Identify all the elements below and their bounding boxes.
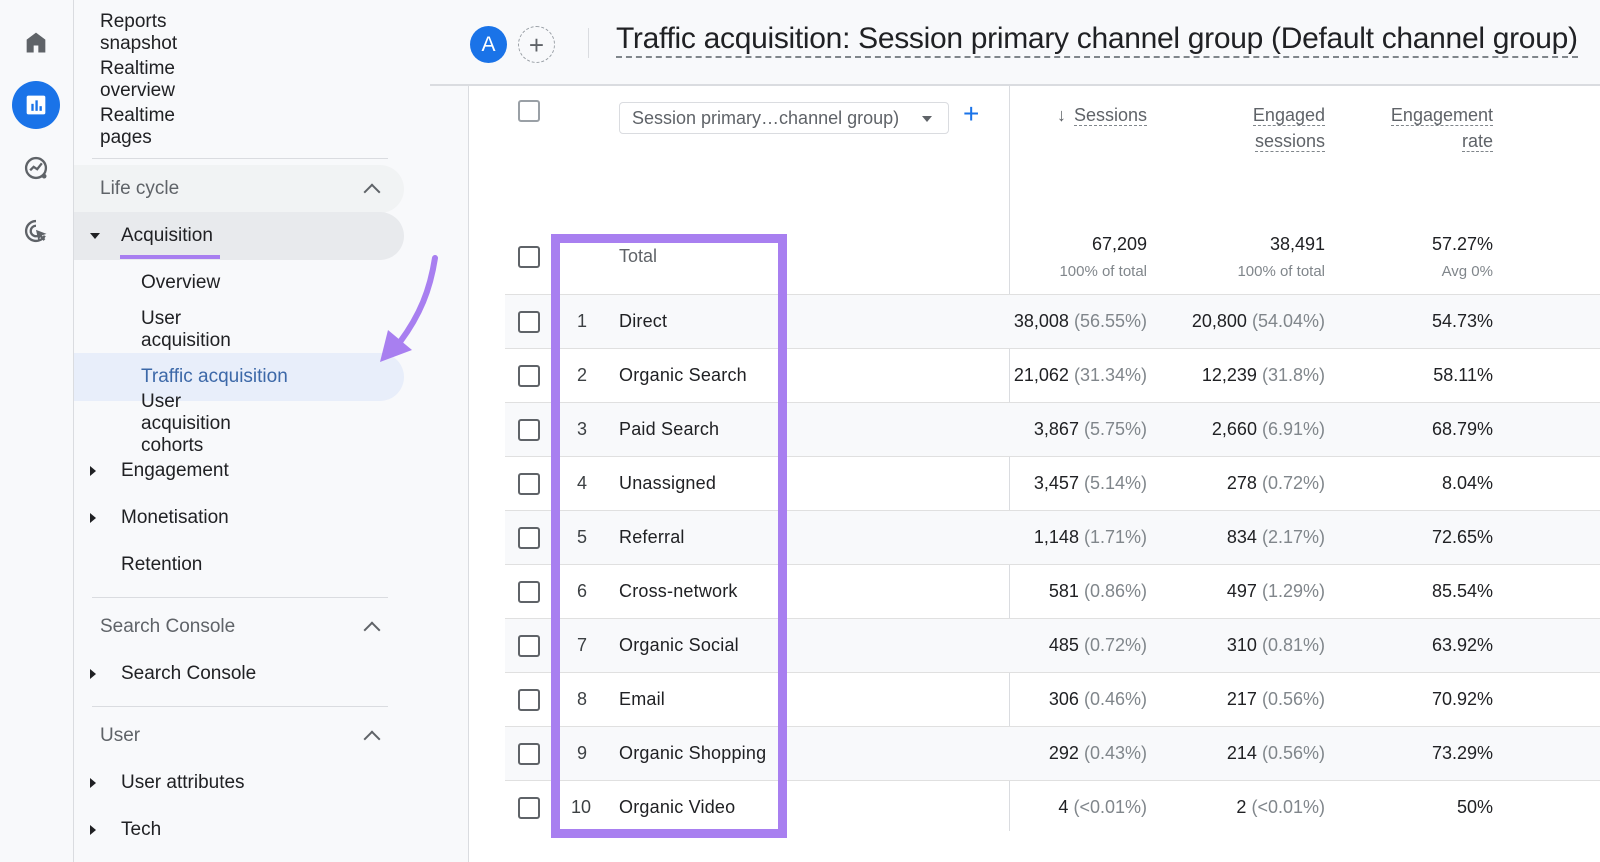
chevron-up-icon <box>363 183 381 201</box>
acquisition-underline-annotation <box>120 255 220 259</box>
table-row[interactable]: 3 Paid Search 3,867 (5.75%) 2,660 (6.91%… <box>505 402 1600 456</box>
divider <box>92 597 388 598</box>
advertising-icon[interactable] <box>12 207 60 255</box>
explore-icon[interactable] <box>12 144 60 192</box>
nav-engagement[interactable]: Engagement <box>74 447 404 495</box>
user-section-header[interactable]: User <box>74 712 404 760</box>
sort-descending-icon: ↓ <box>1056 105 1066 125</box>
caret-right-icon <box>90 778 96 788</box>
report-header: A + Traffic acquisition: Session primary… <box>430 0 1600 86</box>
table-row[interactable]: 5 Referral 1,148 (1.71%) 834 (2.17%) 72.… <box>505 510 1600 564</box>
home-icon[interactable] <box>12 18 60 66</box>
nav-traffic-acquisition[interactable]: Traffic acquisition <box>141 366 288 387</box>
caret-right-icon <box>90 513 96 523</box>
row-checkbox[interactable] <box>518 743 540 765</box>
table-row[interactable]: 9 Organic Shopping 292 (0.43%) 214 (0.56… <box>505 726 1600 780</box>
nav-search-console[interactable]: Search Console <box>74 650 404 698</box>
table-row[interactable]: 6 Cross-network 581 (0.86%) 497 (1.29%) … <box>505 564 1600 618</box>
comparison-avatar[interactable]: A <box>470 26 507 63</box>
channel-column-highlight-annotation <box>551 234 787 838</box>
table-row[interactable]: 7 Organic Social 485 (0.72%) 310 (0.81%)… <box>505 618 1600 672</box>
table-row[interactable]: 1 Direct 38,008 (56.55%) 20,800 (54.04%)… <box>505 294 1600 348</box>
header-separator <box>588 28 589 58</box>
row-checkbox[interactable] <box>518 797 540 819</box>
nav-acquisition[interactable]: Acquisition <box>74 212 404 260</box>
row-checkbox[interactable] <box>518 419 540 441</box>
reports-sidebar: Reports snapshot Realtime overview Realt… <box>74 0 468 862</box>
col-header-engaged-sessions[interactable]: Engaged sessions <box>1252 105 1325 152</box>
divider <box>92 158 388 159</box>
divider <box>92 706 388 707</box>
caret-down-icon <box>90 233 100 239</box>
lifecycle-header-bg <box>74 165 404 213</box>
col-header-engagement-rate[interactable]: Engagement rate <box>1390 105 1493 152</box>
caret-right-icon <box>90 669 96 679</box>
row-checkbox[interactable] <box>518 473 540 495</box>
chevron-up-icon <box>363 730 381 748</box>
table-row[interactable]: 8 Email 306 (0.46%) 217 (0.56%) 70.92% <box>505 672 1600 726</box>
acquisition-bg <box>74 212 404 260</box>
row-checkbox[interactable] <box>518 246 540 268</box>
row-checkbox[interactable] <box>518 581 540 603</box>
select-all-checkbox[interactable] <box>518 100 540 122</box>
icon-rail <box>0 0 74 862</box>
dropdown-caret-icon <box>922 116 932 122</box>
col-header-sessions[interactable]: ↓ Sessions <box>1029 102 1147 128</box>
caret-right-icon <box>90 466 96 476</box>
nav-monetisation[interactable]: Monetisation <box>74 494 404 542</box>
row-checkbox[interactable] <box>518 311 540 333</box>
lifecycle-section-header[interactable]: Life cycle <box>74 165 404 213</box>
row-checkbox[interactable] <box>518 635 540 657</box>
caret-right-icon <box>90 825 96 835</box>
table-row[interactable]: 2 Organic Search 21,062 (31.34%) 12,239 … <box>505 348 1600 402</box>
page-title[interactable]: Traffic acquisition: Session primary cha… <box>616 22 1578 58</box>
table-row[interactable]: 10 Organic Video 4 (<0.01%) 2 (<0.01%) 5… <box>505 780 1600 834</box>
row-checkbox[interactable] <box>518 365 540 387</box>
annotation-arrow-icon <box>380 255 438 362</box>
nav-tech[interactable]: Tech <box>74 806 404 854</box>
column-divider <box>1009 86 1010 831</box>
nav-user-attributes[interactable]: User attributes <box>74 759 404 807</box>
add-comparison-button[interactable]: + <box>518 26 555 63</box>
row-checkbox[interactable] <box>518 689 540 711</box>
report-table: Session primary…channel group) + ↓ Sessio… <box>468 86 1600 862</box>
reports-icon[interactable] <box>12 81 60 129</box>
row-checkbox[interactable] <box>518 527 540 549</box>
traffic-acquisition-bg <box>74 353 404 401</box>
chevron-up-icon <box>363 621 381 639</box>
search-console-section-header[interactable]: Search Console <box>74 603 404 651</box>
dimension-select[interactable]: Session primary…channel group) <box>619 102 949 134</box>
table-row[interactable]: 4 Unassigned 3,457 (5.14%) 278 (0.72%) 8… <box>505 456 1600 510</box>
add-dimension-button[interactable]: + <box>963 98 980 129</box>
